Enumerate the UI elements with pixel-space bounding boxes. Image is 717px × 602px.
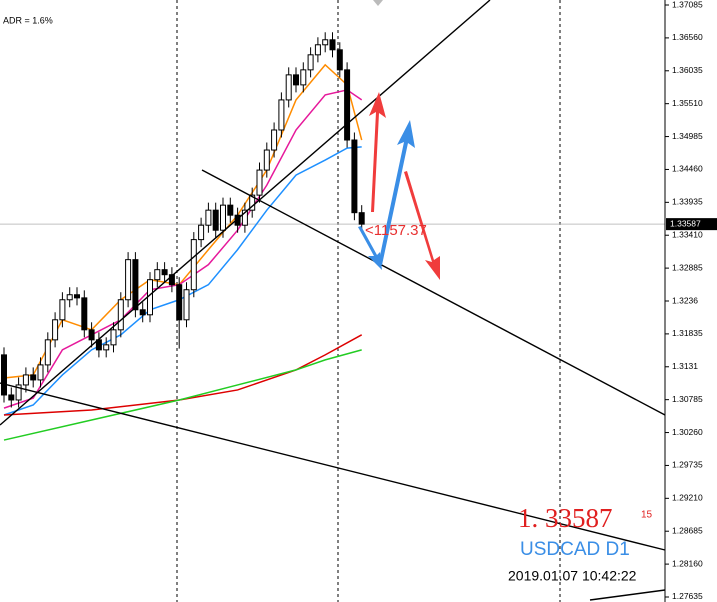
y-tick-label: 1.32885 [672, 262, 703, 272]
candle-body [139, 309, 146, 316]
candle-body [1, 354, 7, 396]
candle-body [44, 339, 51, 366]
candle-body [322, 39, 329, 46]
candle-body [22, 374, 29, 386]
candle-body [37, 364, 44, 381]
shift-marker [373, 0, 383, 6]
candle-body [74, 294, 80, 299]
trendline [0, 382, 666, 551]
candle-body [30, 374, 37, 381]
y-tick-label: 1.30260 [672, 427, 703, 437]
y-tick-label: 1.27635 [672, 591, 703, 601]
symbol-label: USDCAD D1 [520, 539, 630, 560]
candle-body [198, 224, 205, 241]
candle-body [154, 269, 161, 281]
y-tick-label: 1.28685 [672, 525, 703, 535]
candle-body [190, 239, 197, 291]
candle-body [176, 284, 183, 321]
y-tick-label: 1.3131 [672, 361, 698, 371]
candle-body [125, 259, 132, 301]
candle-body [285, 74, 292, 101]
candle-body [183, 289, 190, 321]
candle-body [300, 69, 307, 86]
y-tick-label: 1.3236 [672, 295, 698, 305]
price-axis: 1.37085 1.36560 1.36035 1.35510 1.34985 1.344… [665, 0, 717, 601]
y-tick-label: 1.36560 [672, 32, 703, 42]
y-tick-label: 1.33410 [672, 229, 703, 239]
current-price-label: 1.33587 [670, 218, 701, 228]
current-price-box [666, 218, 717, 231]
candle-body [278, 99, 285, 131]
arrow-red [404, 171, 440, 280]
candle-body [314, 44, 321, 56]
candle-body [293, 74, 299, 86]
arrow-blue [378, 120, 415, 265]
candle-body [117, 299, 124, 331]
candle-body [256, 169, 263, 196]
timestamp: 2019.01.07 10:42:22 [508, 568, 637, 584]
candle-body [88, 329, 95, 341]
candle-body [271, 129, 278, 151]
arrow-red [369, 92, 386, 212]
candle-layer [1, 32, 365, 408]
candle-body [110, 329, 117, 346]
trendlines [0, 0, 666, 601]
price-display: 1. 33587 [518, 503, 613, 533]
candle-body [15, 384, 22, 401]
candle-body [59, 299, 66, 321]
y-tick-label: 1.30785 [672, 394, 703, 404]
candle-body [249, 194, 256, 211]
y-tick-label: 1.29210 [672, 493, 703, 503]
candle-body [307, 54, 314, 71]
candle-body [168, 274, 175, 286]
candle-body [358, 212, 365, 225]
price-superscript: 15 [641, 510, 653, 521]
y-tick-label: 1.34985 [672, 131, 703, 141]
candle-body [212, 209, 219, 231]
candle-body [132, 259, 139, 311]
candle-body [263, 149, 270, 171]
candle-body [103, 344, 110, 351]
indicator-line [3, 349, 362, 441]
y-tick-label: 1.33935 [672, 197, 703, 207]
candle-body [161, 269, 168, 276]
indicator-line [3, 334, 363, 416]
y-tick-label: 1.34460 [672, 164, 703, 174]
trendline [589, 589, 666, 601]
y-tick-label: 1.28160 [672, 558, 703, 568]
annotation: <1157.37 [365, 222, 427, 239]
candle-body [66, 294, 73, 301]
arrows [358, 92, 440, 280]
candle-body [227, 204, 234, 216]
candle-body [205, 209, 212, 226]
candle-body [241, 209, 248, 226]
candle-body [220, 204, 226, 231]
candle-body [81, 297, 88, 331]
candle-body [52, 319, 59, 341]
candle-body [8, 394, 15, 401]
candle-body [344, 69, 351, 141]
adr-label: ADR = 1.6% [3, 15, 53, 25]
candle-body [336, 49, 343, 71]
arrow-blue [358, 226, 382, 270]
candle-body [329, 39, 336, 51]
trendline [0, 0, 491, 426]
y-tick-label: 1.31835 [672, 328, 703, 338]
trendline [201, 169, 666, 416]
y-tick-label: 1.29735 [672, 460, 703, 470]
y-tick-label: 1.35510 [672, 98, 703, 108]
y-tick-label: 1.37085 [672, 0, 703, 9]
candle-body [351, 139, 358, 214]
y-tick-label: 1.36035 [672, 65, 703, 75]
